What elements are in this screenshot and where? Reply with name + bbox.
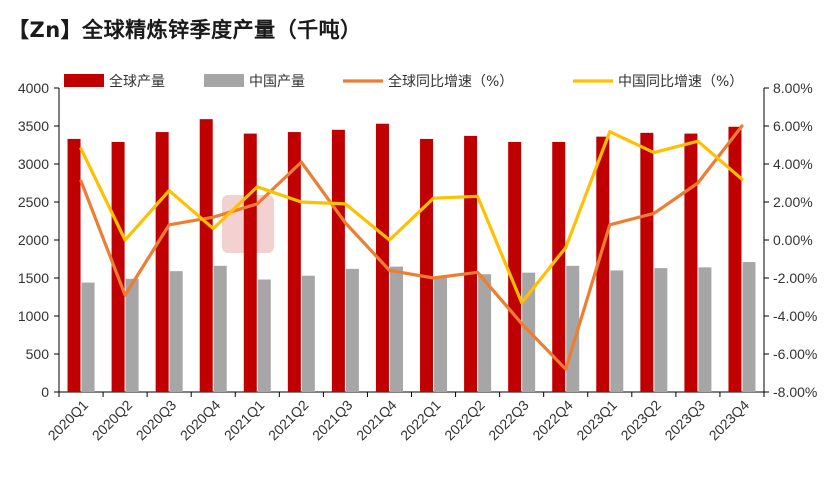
legend-swatch — [64, 74, 104, 87]
x-tick-label: 2021Q2 — [265, 397, 312, 444]
bar-global — [596, 136, 610, 392]
line-global-yoy — [79, 124, 744, 371]
bar-global — [552, 141, 566, 392]
x-tick-label: 2021Q3 — [309, 397, 356, 444]
bar-global — [640, 132, 654, 392]
bar-china — [610, 270, 624, 392]
bar-global — [464, 135, 478, 392]
legend-label: 全球同比增速（%） — [388, 73, 513, 90]
right-tick-label: 6.00% — [773, 118, 813, 134]
bar-global — [155, 132, 169, 392]
watermark-logo — [222, 195, 274, 253]
bar-global — [375, 123, 389, 392]
legend-swatch — [204, 74, 244, 87]
left-tick-label: 2500 — [18, 194, 49, 210]
x-tick-label: 2020Q3 — [133, 397, 180, 444]
bar-global — [199, 119, 213, 392]
chart-title: 【Zn】全球精炼锌季度产量（千吨） — [8, 18, 362, 42]
left-tick-label: 2000 — [18, 232, 49, 248]
bar-china — [301, 275, 315, 392]
left-tick-label: 3000 — [18, 156, 49, 172]
bar-china — [345, 268, 359, 392]
x-tick-label: 2022Q2 — [441, 397, 488, 444]
x-tick-label: 2023Q3 — [661, 397, 708, 444]
x-tick-label: 2020Q1 — [45, 397, 92, 444]
legend: 全球产量 中国产量 全球同比增速（%） 中国同比增速（%） — [64, 73, 743, 90]
bars-layer — [67, 119, 756, 393]
right-tick-label: 2.00% — [773, 194, 813, 210]
bar-global — [420, 138, 434, 392]
bar-china — [213, 265, 227, 392]
right-tick-label: -8.00% — [773, 384, 817, 400]
legend-label: 中国同比增速（%） — [618, 74, 743, 90]
left-tick-label: 500 — [26, 346, 50, 362]
x-tick-label: 2021Q4 — [353, 397, 400, 444]
left-tick-label: 0 — [41, 384, 49, 400]
right-tick-label: 0.00% — [773, 232, 813, 248]
line-china-yoy — [79, 130, 744, 305]
x-tick-label: 2022Q1 — [397, 397, 444, 444]
bar-china — [434, 278, 448, 392]
bar-china — [81, 282, 95, 392]
x-tick-label: 2022Q3 — [485, 397, 532, 444]
lines-layer — [79, 124, 744, 371]
left-tick-label: 3500 — [18, 118, 49, 134]
bar-china — [125, 278, 139, 392]
x-tick-label: 2022Q4 — [529, 397, 576, 444]
x-tick-label: 2020Q4 — [177, 397, 224, 444]
left-tick-label: 4000 — [18, 80, 49, 96]
right-tick-label: -2.00% — [773, 270, 817, 286]
right-tick-label: -6.00% — [773, 346, 817, 362]
right-tick-label: 4.00% — [773, 156, 813, 172]
bar-china — [478, 274, 492, 392]
x-tick-label: 2021Q1 — [221, 397, 268, 444]
legend-label: 全球产量 — [109, 73, 165, 90]
bar-global — [67, 138, 81, 392]
bar-global — [243, 133, 257, 392]
bar-china — [742, 262, 756, 392]
bar-global — [508, 141, 522, 392]
left-tick-label: 1000 — [18, 308, 49, 324]
bar-global — [684, 133, 698, 392]
bar-china — [389, 266, 403, 392]
bar-china — [257, 279, 271, 392]
x-tick-label: 2023Q4 — [706, 397, 753, 444]
bar-china — [654, 268, 668, 392]
bar-global — [728, 126, 742, 392]
bar-global — [111, 141, 125, 392]
bar-global — [331, 129, 345, 393]
right-tick-label: -4.00% — [773, 308, 817, 324]
x-tick-label: 2020Q2 — [89, 397, 136, 444]
legend-label: 中国产量 — [249, 74, 305, 90]
right-tick-label: 8.00% — [773, 80, 813, 96]
bar-china — [698, 267, 712, 392]
bar-china — [169, 271, 183, 392]
x-tick-label: 2023Q1 — [573, 397, 620, 444]
left-tick-label: 1500 — [18, 270, 49, 286]
x-tick-label: 2023Q2 — [617, 397, 664, 444]
